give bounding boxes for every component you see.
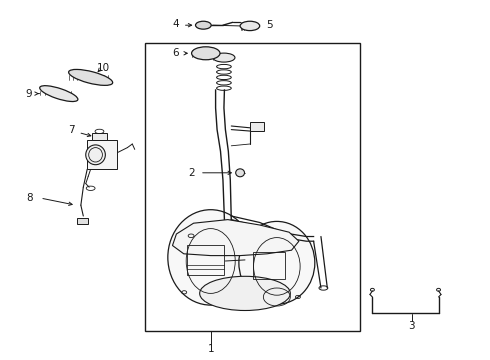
Text: 8: 8 bbox=[26, 193, 33, 203]
Ellipse shape bbox=[40, 86, 78, 102]
Text: 9: 9 bbox=[25, 89, 32, 99]
Text: 4: 4 bbox=[172, 19, 179, 30]
Polygon shape bbox=[172, 220, 299, 256]
Bar bbox=[187, 245, 224, 275]
Bar bbox=[145, 43, 360, 331]
Text: 2: 2 bbox=[188, 168, 195, 178]
Bar bbox=[253, 252, 285, 279]
Text: 6: 6 bbox=[172, 48, 179, 58]
Text: 1: 1 bbox=[207, 344, 214, 354]
Ellipse shape bbox=[86, 145, 105, 165]
Bar bbox=[250, 122, 264, 131]
Ellipse shape bbox=[196, 21, 211, 29]
Text: 3: 3 bbox=[408, 321, 415, 331]
Bar bbox=[87, 140, 117, 169]
Ellipse shape bbox=[213, 53, 235, 62]
Ellipse shape bbox=[236, 169, 245, 177]
Text: 5: 5 bbox=[267, 20, 273, 30]
Ellipse shape bbox=[240, 21, 260, 31]
Ellipse shape bbox=[239, 221, 315, 304]
Text: 7: 7 bbox=[68, 125, 74, 135]
Bar bbox=[92, 133, 107, 140]
Text: 10: 10 bbox=[97, 63, 109, 73]
Ellipse shape bbox=[69, 69, 113, 85]
Ellipse shape bbox=[168, 210, 254, 305]
Ellipse shape bbox=[192, 47, 220, 60]
Bar bbox=[77, 218, 88, 224]
Ellipse shape bbox=[200, 276, 290, 310]
